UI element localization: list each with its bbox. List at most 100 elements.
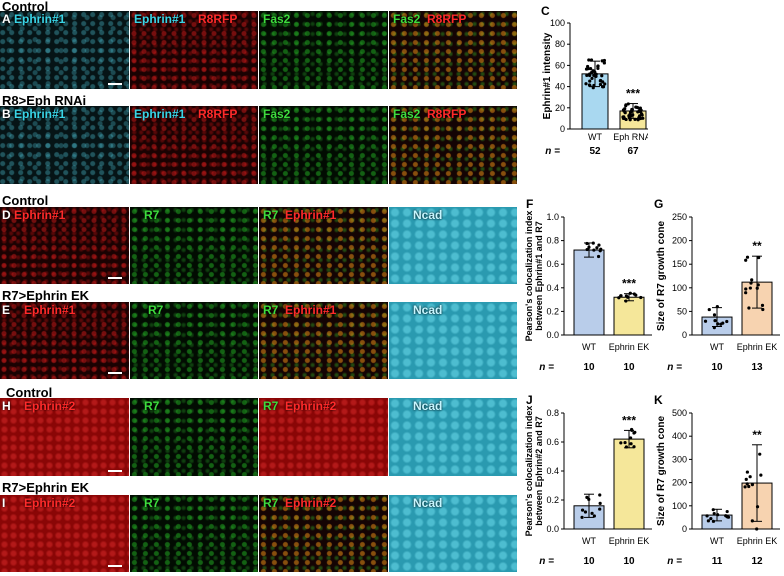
panel-b-ephrin1-r8rfp: Ephrin#1 R8RFP: [130, 106, 258, 184]
y-tick-label: 0.2: [546, 495, 559, 505]
data-point: [721, 321, 725, 325]
data-point: [598, 82, 603, 87]
data-point: [590, 76, 594, 81]
data-point: [748, 475, 752, 479]
panel-e-r7-ephrin1: R7 Ephrin#1: [259, 302, 388, 379]
n-value: 10: [711, 362, 723, 373]
data-point: [760, 303, 765, 307]
data-point: [638, 114, 642, 118]
data-point: [756, 283, 760, 287]
panel-letter-g: G: [654, 197, 664, 211]
label-ncad: Ncad: [413, 208, 443, 222]
data-point: [585, 241, 589, 246]
data-point: [626, 295, 630, 299]
data-point: [583, 510, 588, 514]
y-axis-label-line1: Pearson's colocalization index: [524, 406, 534, 537]
panel-letter-d: D: [2, 208, 11, 222]
data-point: [598, 501, 602, 505]
category-label: Ephrin EK: [737, 342, 778, 352]
panel-letter-k: K: [654, 393, 663, 407]
section-title-r8-eph-rnai: R8>Eph RNAi: [2, 93, 87, 108]
category-label: WT: [582, 536, 596, 546]
y-axis-label-line2: between Ephrin#1 and R7: [534, 221, 544, 331]
panel-letter-j: J: [526, 393, 533, 407]
label-r7: R7: [144, 496, 160, 510]
data-point: [585, 247, 589, 252]
panel-i-r7: R7: [130, 495, 258, 572]
y-tick-label: 0.6: [546, 437, 559, 447]
label-fas2: Fas2: [263, 12, 291, 26]
y-tick-label: 0.4: [546, 466, 559, 476]
n-label: n =: [539, 362, 554, 373]
panel-d-ephrin1: D Ephrin#1: [0, 207, 129, 284]
data-point: [596, 64, 600, 68]
data-point: [580, 515, 584, 519]
label-fas2: Fas2: [393, 12, 421, 26]
y-tick-label: 100: [672, 283, 687, 293]
data-point: [598, 507, 602, 511]
y-tick-label: 200: [672, 236, 687, 246]
data-point: [712, 511, 716, 516]
y-tick-label: 40: [555, 82, 565, 92]
panel-h-ephrin2: H Ephrin#2: [0, 398, 129, 476]
data-point: [591, 241, 595, 245]
y-tick-label: 250: [672, 212, 687, 222]
panel-letter-b: B: [2, 107, 11, 121]
label-ephrin2: Ephrin#2: [285, 496, 337, 510]
data-point: [587, 58, 591, 62]
data-point: [711, 508, 715, 512]
data-point: [627, 114, 631, 119]
data-point: [761, 307, 765, 312]
label-ephrin2: Ephrin#2: [24, 399, 76, 413]
panel-d-r7-ephrin1: R7 Ephrin#1: [259, 207, 388, 284]
data-point: [712, 325, 716, 330]
data-point: [586, 64, 590, 69]
data-point: [640, 112, 644, 116]
data-point: [603, 82, 607, 86]
y-tick-label: 0: [560, 124, 565, 134]
data-point: [600, 59, 604, 63]
section-title-control-d: Control: [2, 193, 49, 208]
data-point: [724, 514, 728, 518]
data-point: [745, 470, 749, 474]
scale-bar: [108, 83, 122, 85]
panel-letter-c: C: [541, 4, 550, 18]
y-tick-label: 400: [672, 431, 687, 441]
n-value: 12: [751, 556, 763, 567]
data-point: [755, 527, 759, 531]
y-axis-label: Ephrin#1 intensity: [542, 32, 553, 119]
label-r7: R7: [148, 303, 164, 317]
data-point: [589, 58, 594, 62]
data-point: [705, 514, 709, 518]
data-point: [587, 497, 591, 501]
panel-h-ncad: Ncad: [389, 398, 517, 476]
label-ncad: Ncad: [413, 303, 443, 317]
panel-b-fas2-r8rfp: Fas2 R8RFP: [389, 106, 517, 184]
y-tick-label: 60: [555, 60, 565, 70]
bar-wt: [573, 249, 605, 336]
data-point: [755, 505, 760, 509]
label-r7: R7: [263, 303, 279, 317]
panel-b-ephrin1: B Ephrin#1: [0, 106, 129, 184]
panel-d-ncad: Ncad: [389, 207, 517, 284]
chart-f: 0.0 0.2 0.4 0.6 0.8 1.0 Pearson's colocalizati…: [524, 211, 652, 373]
data-point: [587, 83, 592, 87]
data-point: [725, 319, 729, 324]
section-title-r7-ephrin-ek-e: R7>Ephrin EK: [2, 288, 90, 303]
y-tick-label: 20: [555, 103, 565, 113]
data-point: [747, 484, 751, 489]
data-point: [636, 118, 640, 122]
data-point: [600, 74, 604, 78]
label-ephrin1: Ephrin#1: [285, 303, 337, 317]
data-point: [592, 248, 596, 252]
label-ephrin1: Ephrin#1: [14, 107, 66, 121]
data-point: [628, 110, 633, 114]
y-tick-label: 100: [550, 18, 565, 28]
category-label: WT: [588, 132, 602, 142]
label-r7: R7: [263, 399, 279, 413]
data-point: [601, 85, 606, 89]
n-label: n =: [539, 556, 554, 567]
panel-letter-a: A: [2, 12, 11, 26]
label-ephrin2: Ephrin#2: [285, 399, 337, 413]
chart-j: 0.0 0.2 0.4 0.6 0.8 Pearson's colocalization …: [524, 406, 652, 567]
